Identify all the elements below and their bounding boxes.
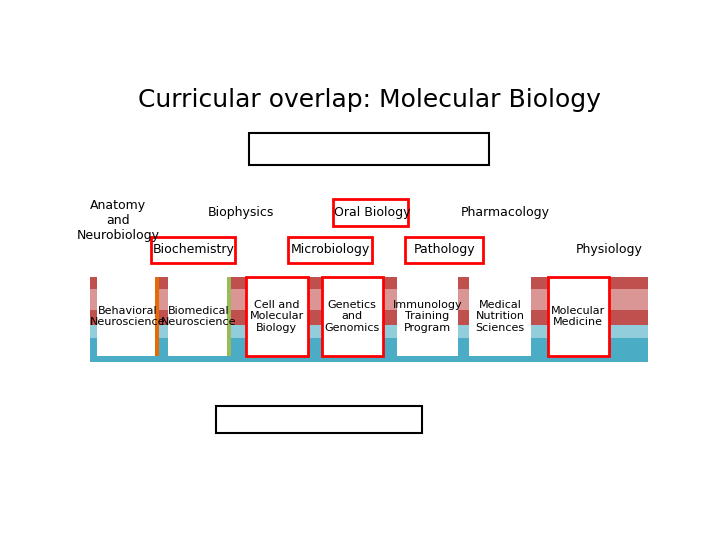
- Bar: [151, 237, 235, 263]
- Text: Biochemistry: Biochemistry: [153, 244, 234, 256]
- Bar: [380, 277, 384, 356]
- Text: Physiology: Physiology: [575, 244, 642, 256]
- Bar: [227, 277, 230, 356]
- Text: Anatomy
and
Neurobiology: Anatomy and Neurobiology: [76, 199, 159, 242]
- Text: Pathology: Pathology: [413, 244, 475, 256]
- Text: Cell and
Molecular
Biology: Cell and Molecular Biology: [250, 300, 304, 333]
- Text: Oral Biology: Oral Biology: [333, 206, 410, 219]
- Bar: [90, 277, 648, 325]
- Bar: [305, 277, 309, 356]
- Bar: [469, 277, 531, 356]
- Bar: [215, 406, 422, 433]
- Bar: [322, 277, 383, 356]
- Text: Curricular overlap: Molecular Biology: Curricular overlap: Molecular Biology: [138, 88, 600, 112]
- Bar: [90, 289, 648, 310]
- Text: Genetics
and
Genomics: Genetics and Genomics: [325, 300, 380, 333]
- Bar: [168, 277, 230, 356]
- Text: Behavioral
Neuroscience: Behavioral Neuroscience: [89, 306, 165, 327]
- Bar: [246, 277, 307, 356]
- Bar: [156, 277, 159, 356]
- Bar: [288, 237, 372, 263]
- Text: Medical
Nutrition
Sciences: Medical Nutrition Sciences: [476, 300, 525, 333]
- Text: Molecular
Medicine: Molecular Medicine: [551, 306, 606, 327]
- Bar: [405, 237, 483, 263]
- Bar: [96, 277, 158, 356]
- Bar: [249, 133, 489, 165]
- Text: Microbiology: Microbiology: [290, 244, 369, 256]
- Bar: [322, 277, 383, 356]
- Bar: [397, 277, 459, 356]
- Text: Biophysics: Biophysics: [207, 206, 274, 219]
- Bar: [333, 199, 408, 226]
- Text: Pharmacology: Pharmacology: [462, 206, 550, 219]
- Text: Immunology
Training
Program: Immunology Training Program: [393, 300, 462, 333]
- Text: Biomedical
Neuroscience: Biomedical Neuroscience: [161, 306, 237, 327]
- Bar: [548, 277, 609, 356]
- Bar: [90, 325, 648, 338]
- Bar: [90, 325, 648, 362]
- Bar: [246, 277, 307, 356]
- Bar: [548, 277, 609, 356]
